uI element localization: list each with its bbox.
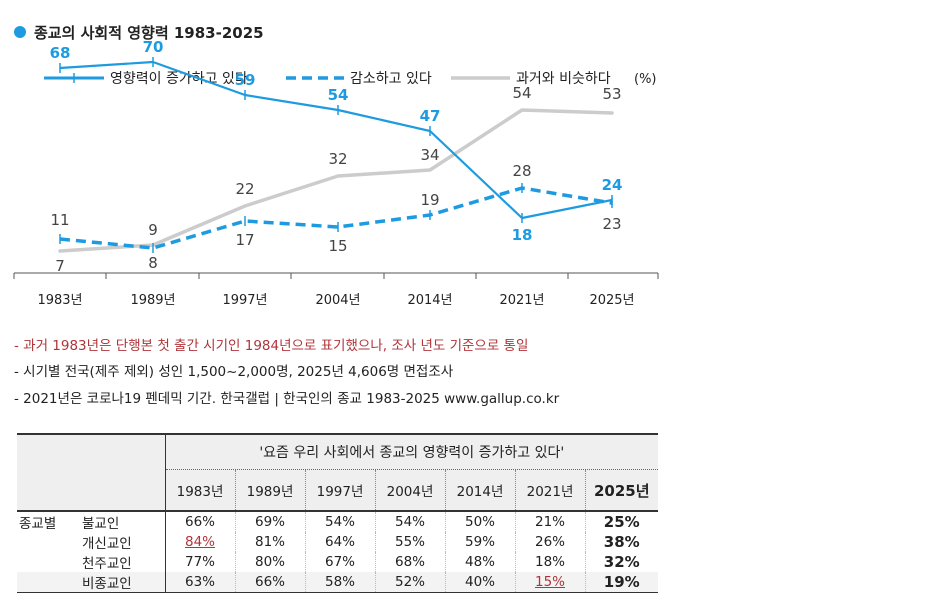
religion-table: '요즘 우리 사회에서 종교의 영향력이 증가하고 있다' 1983년 1989년…: [17, 433, 659, 593]
data-label-increase-1: 70: [143, 38, 164, 56]
table-group-label: [17, 552, 77, 572]
data-label-increase-4: 47: [420, 107, 441, 125]
table-cell: 59%: [444, 532, 515, 552]
table-cell: 80%: [234, 552, 305, 572]
x-tick-label-4: 2014년: [407, 293, 452, 308]
table-cell: 25%: [584, 511, 659, 532]
table-cell: 69%: [234, 511, 305, 532]
x-tick-label-1: 1989년: [130, 293, 175, 308]
table-group-label: 종교별: [19, 516, 57, 532]
table-cell: 54%: [304, 511, 375, 532]
table-cell: 81%: [234, 532, 305, 552]
line-chart: 1983년 1989년 1997년 2004년 2014년 2021년 2025년 영향력이 …: [13, 38, 659, 308]
table-cell: 26%: [514, 532, 585, 552]
data-label-decrease-4: 19: [420, 191, 439, 209]
table-year-4: 2014년: [444, 469, 515, 512]
table-cell: 32%: [584, 552, 659, 572]
data-label-increase-6: 24: [602, 176, 623, 194]
chart-title-row: 종교의 사회적 영향력 1983-2025: [14, 20, 264, 44]
table-year-row: 1983년 1989년 1997년 2004년 2014년 2021년 2025년: [17, 469, 659, 512]
data-label-increase-3: 54: [328, 86, 349, 104]
table-cell: 18%: [514, 552, 585, 572]
table-row: 개신교인 84% 81% 64% 55% 59% 26% 38%: [17, 532, 659, 552]
table-cell: 77%: [164, 552, 235, 572]
table-row: 비종교인 63% 66% 58% 52% 40% 15% 19%: [17, 572, 659, 593]
table-cell: 67%: [304, 552, 375, 572]
table-row: 종교별 불교인 66% 69% 54% 54% 50% 21% 25%: [17, 511, 659, 532]
note-2: - 시기별 전국(제주 제외) 성인 1,500~2,000명, 2025년 4…: [14, 364, 454, 380]
table-cell: 21%: [514, 511, 585, 532]
table-row-label: 개신교인: [77, 532, 166, 552]
x-tick-label-5: 2021년: [499, 293, 544, 308]
table-year-2: 1997년: [304, 469, 375, 512]
table-year-6: 2025년: [584, 469, 659, 512]
x-tick-label-0: 1983년: [37, 293, 82, 308]
legend-unit-label: (%): [634, 72, 657, 87]
table-cell: 58%: [304, 572, 375, 593]
bullet-dot-icon: [14, 26, 26, 38]
table-cell: 66%: [234, 572, 305, 593]
table-cell: 19%: [584, 572, 659, 593]
table-year-5: 2021년: [514, 469, 585, 512]
table-row-label: 비종교인: [77, 572, 166, 593]
table-row-label: 불교인: [77, 511, 166, 532]
data-label-decrease-1: 8: [148, 254, 158, 272]
table-cell: 50%: [444, 511, 515, 532]
data-label-decrease-3: 15: [328, 237, 347, 255]
data-label-similar-1: 9: [148, 221, 158, 239]
table-row: 천주교인 77% 80% 67% 68% 48% 18% 32%: [17, 552, 659, 572]
data-label-increase-2: 59: [235, 71, 256, 89]
table-group-label: [17, 572, 77, 593]
table-cell: 48%: [444, 552, 515, 572]
table-year-0: 1983년: [164, 469, 235, 512]
table-cell: 15%: [514, 572, 585, 593]
table-cell: 38%: [584, 532, 659, 552]
table-corner: [17, 433, 166, 512]
table-year-3: 2004년: [374, 469, 445, 512]
legend-label-similar: 과거와 비슷하다: [516, 71, 611, 87]
table-cell: 40%: [444, 572, 515, 593]
table-year-1: 1989년: [234, 469, 305, 512]
table-row-label: 천주교인: [77, 552, 166, 572]
table-cell: 55%: [374, 532, 445, 552]
data-label-increase-0: 68: [50, 44, 71, 62]
legend-label-increase: 영향력이 증가하고 있다: [110, 71, 248, 87]
table-group-label: [17, 532, 77, 552]
data-label-increase-5: 18: [512, 226, 533, 244]
table-cell: 84%: [164, 532, 235, 552]
data-label-decrease-5: 28: [512, 162, 531, 180]
table-cell: 64%: [304, 532, 375, 552]
x-tick-label-2: 1997년: [222, 293, 267, 308]
data-label-decrease-0: 11: [50, 211, 69, 229]
data-label-similar-0: 7: [55, 257, 65, 275]
data-label-similar-5: 54: [512, 84, 531, 102]
x-tick-label-3: 2004년: [315, 293, 360, 308]
note-1: - 과거 1983년은 단행본 첫 출간 시기인 1984년으로 표기했으나, …: [14, 338, 529, 354]
table-cell: 68%: [374, 552, 445, 572]
data-label-similar-3: 32: [328, 150, 347, 168]
data-label-similar-6: 53: [602, 85, 621, 103]
data-label-decrease-2: 17: [235, 231, 254, 249]
data-label-similar-4: 34: [420, 146, 439, 164]
note-3: - 2021년은 코로나19 펜데믹 기간. 한국갤럽 | 한국인의 종교 19…: [14, 391, 560, 407]
legend-label-decrease: 감소하고 있다: [350, 71, 432, 87]
table-cell: 66%: [164, 511, 235, 532]
x-tick-label-6: 2025년: [589, 293, 634, 308]
data-label-similar-2: 22: [235, 180, 254, 198]
table-cell: 63%: [164, 572, 235, 593]
table-header-title: '요즘 우리 사회에서 종교의 영향력이 증가하고 있다': [165, 433, 659, 470]
table-cell: 54%: [374, 511, 445, 532]
table-cell: 52%: [374, 572, 445, 593]
data-label-decrease-6: 23: [602, 215, 621, 233]
chart-title: 종교의 사회적 영향력 1983-2025: [34, 23, 264, 42]
